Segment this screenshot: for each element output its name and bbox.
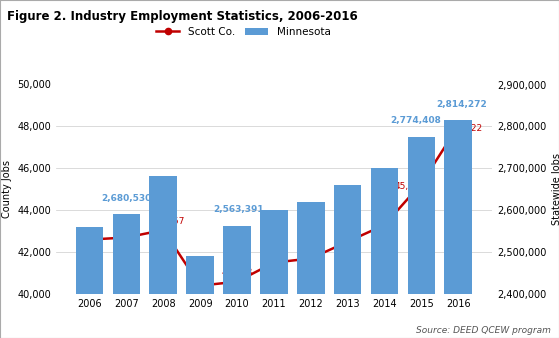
Scott Co. [418, 182, 425, 186]
Text: 2,563,391: 2,563,391 [214, 205, 264, 214]
Text: 40,593: 40,593 [221, 268, 253, 277]
Bar [408, 137, 435, 338]
Scott Co. [307, 257, 314, 261]
Scott Co. [123, 236, 130, 240]
Text: 43,057: 43,057 [153, 217, 184, 226]
Scott Co. [86, 238, 93, 242]
Y-axis label: County Jobs: County Jobs [2, 160, 12, 218]
Bar [334, 185, 362, 338]
Bar [260, 210, 288, 338]
Text: 2,814,272: 2,814,272 [437, 100, 487, 109]
Text: 48,022: 48,022 [452, 124, 483, 133]
Bar [112, 214, 140, 338]
Bar [149, 176, 177, 338]
Scott Co. [344, 240, 351, 244]
Scott Co. [455, 124, 462, 128]
Y-axis label: Statewide Jobs: Statewide Jobs [552, 153, 559, 225]
Bar [444, 120, 472, 338]
Bar [223, 225, 251, 338]
Scott Co. [234, 280, 240, 284]
Text: 2,680,530: 2,680,530 [101, 194, 151, 203]
Scott Co. [197, 284, 203, 288]
Text: Source: DEED QCEW program: Source: DEED QCEW program [416, 325, 551, 335]
Bar [371, 168, 399, 338]
Line: Scott Co.: Scott Co. [87, 123, 461, 289]
Scott Co. [160, 228, 167, 232]
Bar [297, 202, 325, 338]
Bar [75, 227, 103, 338]
Text: 45,273: 45,273 [395, 182, 426, 191]
Legend: Scott Co., Minnesota: Scott Co., Minnesota [152, 23, 335, 41]
Text: Figure 2. Industry Employment Statistics, 2006-2016: Figure 2. Industry Employment Statistics… [7, 10, 357, 23]
Bar [186, 256, 214, 338]
Scott Co. [381, 223, 388, 227]
Scott Co. [271, 261, 277, 265]
Text: 2,774,408: 2,774,408 [390, 116, 441, 125]
